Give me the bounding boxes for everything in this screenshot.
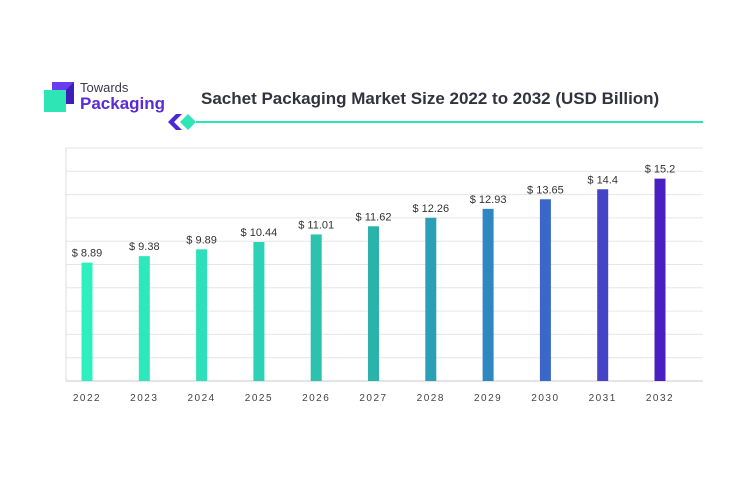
- chart-data-labels: $ 8.89 $ 9.38 $ 9.89 $ 10.44 $ 11.01 $ 11.62 $…: [72, 164, 676, 260]
- x-tick-2026: 2026: [302, 393, 330, 404]
- x-tick-2022: 2022: [73, 393, 101, 404]
- bar-2022: [81, 262, 93, 381]
- data-label-2030: $ 13.65: [527, 184, 564, 196]
- diamond-icon: [180, 114, 196, 130]
- chart-bars: [81, 178, 666, 381]
- chart-grid: [65, 147, 703, 382]
- bar-2030: [539, 199, 551, 381]
- x-tick-2032: 2032: [646, 393, 674, 404]
- data-label-2029: $ 12.93: [470, 194, 507, 206]
- bar-2024: [196, 249, 208, 381]
- x-tick-2025: 2025: [245, 393, 273, 404]
- brand-name-line1: Towards: [80, 80, 129, 95]
- data-label-2032: $ 15.2: [645, 164, 676, 176]
- brand-logo: Towards Packaging: [44, 80, 174, 120]
- chart-x-ticks: 2022 2023 2024 2025 2026 2027 2028 2029 2030 2031…: [73, 393, 674, 404]
- data-label-2023: $ 9.38: [129, 241, 160, 253]
- x-tick-2023: 2023: [130, 393, 158, 404]
- data-label-2028: $ 12.26: [412, 203, 449, 215]
- bar-2023: [138, 256, 150, 381]
- data-label-2027: $ 11.62: [356, 211, 392, 223]
- brand-logo-mark-fold: [52, 82, 74, 90]
- bar-2027: [368, 226, 379, 381]
- chart-title: Sachet Packaging Market Size 2022 to 203…: [201, 89, 660, 108]
- x-tick-2029: 2029: [474, 393, 502, 404]
- bar-2032: [654, 178, 666, 381]
- bar-2029: [482, 208, 494, 381]
- x-tick-2028: 2028: [417, 393, 445, 404]
- bar-2028: [425, 217, 437, 381]
- bar-2026: [310, 234, 322, 381]
- x-tick-2031: 2031: [589, 393, 617, 404]
- x-tick-2027: 2027: [359, 393, 387, 404]
- data-label-2031: $ 14.4: [587, 174, 618, 186]
- x-tick-2024: 2024: [187, 393, 215, 404]
- bar-2031: [597, 189, 609, 381]
- data-label-2026: $ 11.01: [298, 219, 334, 231]
- chevron-left-icon: [168, 114, 182, 130]
- bar-2025: [253, 241, 265, 381]
- brand-logo-mark-front: [44, 90, 66, 112]
- x-tick-2030: 2030: [531, 393, 559, 404]
- brand-name-line2: Packaging: [80, 94, 166, 113]
- data-label-2025: $ 10.44: [241, 227, 278, 239]
- data-label-2024: $ 9.89: [186, 234, 217, 246]
- data-label-2022: $ 8.89: [72, 248, 103, 260]
- title-divider: [168, 114, 703, 130]
- brand-logo-icon: [44, 82, 74, 112]
